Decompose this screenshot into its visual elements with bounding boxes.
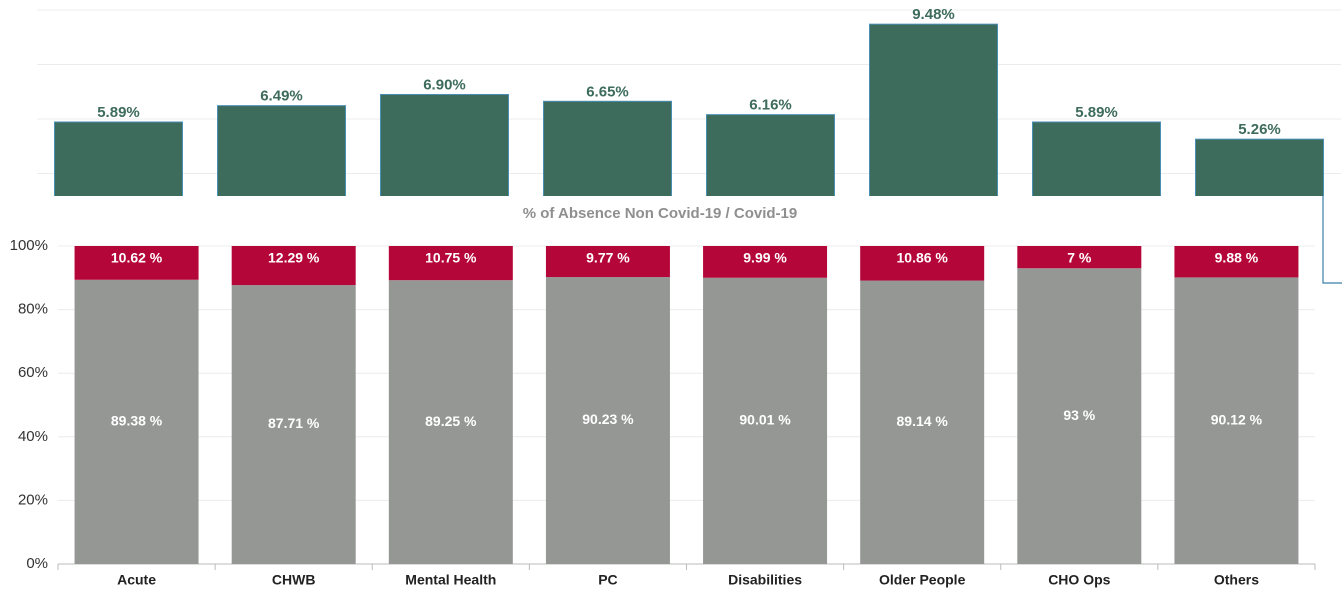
bar-segment: [703, 277, 828, 564]
y-tick-label: 80%: [18, 301, 48, 318]
y-tick-label: 100%: [10, 237, 48, 254]
top-chart: 5.89% 6.49% 6.90% 6.65% 6.16% 9.48% 5.89% 5.26%: [37, 6, 1341, 196]
bar-segment: [1017, 246, 1142, 269]
bar: [380, 93, 509, 196]
x-tick-label: Older People: [879, 572, 966, 588]
data-label: 6.16%: [749, 97, 792, 114]
bar: [706, 114, 835, 196]
bar: [217, 105, 346, 196]
bar-segment: [1174, 277, 1299, 564]
data-label: 12.29 %: [268, 250, 320, 266]
data-label: 5.89%: [1075, 104, 1118, 121]
data-label: 9.88 %: [1215, 250, 1259, 266]
bar-segment: [860, 280, 985, 564]
x-tick-label: CHWB: [272, 572, 316, 588]
bar: [543, 100, 672, 196]
bar-segment: [545, 277, 670, 564]
y-tick-label: 20%: [18, 491, 48, 508]
data-label: 93 %: [1063, 407, 1095, 423]
data-label: 90.01 %: [739, 412, 791, 428]
x-tick-label: PC: [598, 572, 617, 588]
data-label: 89.25 %: [425, 413, 477, 429]
data-label: 5.89%: [97, 104, 140, 121]
data-label: 9.77 %: [586, 250, 630, 266]
bar: [54, 121, 183, 196]
y-tick-label: 40%: [18, 428, 48, 445]
data-label: 89.38 %: [111, 413, 163, 429]
data-label: 90.12 %: [1211, 411, 1263, 427]
bar-segment: [860, 246, 985, 281]
data-label: 7 %: [1067, 250, 1092, 266]
connector-line: [1322, 196, 1342, 284]
y-tick-label: 60%: [18, 364, 48, 381]
y-tick-label: 0%: [26, 555, 48, 572]
data-label: 9.99 %: [743, 250, 787, 266]
bottom-chart: % of Absence Non Covid-19 / Covid-19 0% 2…: [10, 205, 1316, 588]
bar: [869, 23, 998, 196]
data-label: 5.26%: [1238, 121, 1281, 138]
data-label: 9.48%: [912, 6, 955, 23]
bar-segment: [231, 246, 356, 286]
data-label: 89.14 %: [897, 413, 949, 429]
bar: [1195, 138, 1324, 196]
data-label: 10.86 %: [897, 250, 949, 266]
x-tick-label: Acute: [117, 572, 156, 588]
bar-segment: [74, 279, 199, 564]
bar: [1032, 121, 1161, 196]
data-label: 6.49%: [260, 88, 303, 105]
data-label: 6.90%: [423, 76, 466, 93]
data-label: 10.62 %: [111, 250, 163, 266]
data-label: 10.75 %: [425, 250, 477, 266]
bar-segment: [74, 246, 199, 280]
bar-segment: [1017, 268, 1142, 564]
chart-title: % of Absence Non Covid-19 / Covid-19: [523, 205, 798, 222]
data-label: 87.71 %: [268, 415, 320, 431]
x-tick-label: Disabilities: [728, 572, 802, 588]
data-label: 6.65%: [586, 83, 629, 100]
bar-segment: [545, 246, 670, 278]
x-tick-label: CHO Ops: [1048, 572, 1110, 588]
x-tick-label: Others: [1214, 572, 1259, 588]
bar-segment: [388, 246, 513, 281]
bar-segment: [231, 285, 356, 564]
bar-segment: [703, 246, 828, 278]
x-tick-label: Mental Health: [405, 572, 496, 588]
bar-segment: [1174, 246, 1299, 278]
bar-segment: [388, 280, 513, 564]
data-label: 90.23 %: [582, 411, 634, 427]
